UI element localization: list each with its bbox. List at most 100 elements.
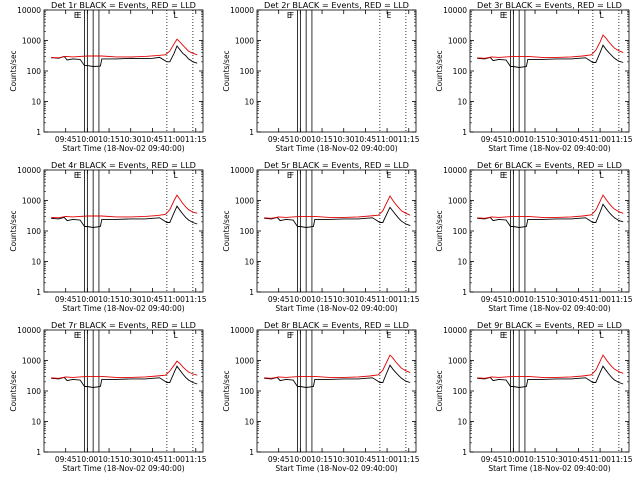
flag-label: E: [287, 11, 292, 20]
y-tick-label: 10: [31, 258, 41, 267]
x-tick-label: 10:15: [311, 135, 333, 144]
flag-label: L: [600, 11, 605, 20]
x-tick-label: 10:15: [98, 455, 120, 464]
x-tick-label: 10:45: [355, 455, 377, 464]
y-tick-label: 10000: [17, 6, 41, 15]
y-tick-label: 10: [31, 98, 41, 107]
x-tick-label: 10:00: [77, 455, 99, 464]
x-tick-label: 10:30: [333, 455, 355, 464]
x-tick-label: 10:45: [568, 135, 590, 144]
y-tick-label: 1: [249, 448, 254, 457]
flag-label: L: [600, 171, 605, 180]
x-tick-label: 09:45: [268, 135, 290, 144]
x-tick-label: 11:15: [185, 455, 207, 464]
flag-label: E: [77, 171, 82, 180]
y-tick-label: 1: [36, 448, 41, 457]
chart-title: Det 9r BLACK = Events, RED = LLD: [477, 320, 622, 330]
y-tick-label: 1000: [22, 197, 41, 206]
plot-frame: [43, 9, 204, 133]
plot-frame: [469, 169, 630, 293]
flag-label: E: [387, 331, 392, 340]
x-tick-label: 10:00: [290, 295, 312, 304]
events-series-line: [264, 364, 411, 388]
x-tick-label: 11:00: [163, 135, 185, 144]
plot-frame: [256, 329, 417, 453]
y-tick-label: 1: [462, 128, 467, 137]
chart-panel-3: Det 3r BLACK = Events, RED = LLD 1 10 100 10…: [435, 0, 633, 153]
chart-panel-5: Det 5r BLACK = Events, RED = LLD 1 10 100 10…: [222, 160, 420, 313]
x-tick-label: 10:15: [311, 455, 333, 464]
y-tick-label: 100: [27, 227, 42, 236]
x-tick-label: 11:15: [398, 455, 420, 464]
x-tick-label: 10:30: [546, 135, 568, 144]
lld-series-line: [51, 360, 198, 379]
y-tick-label: 10: [244, 258, 254, 267]
y-tick-label: 10: [244, 418, 254, 427]
y-tick-label: 1000: [448, 37, 467, 46]
x-tick-label: 10:00: [503, 135, 525, 144]
y-tick-label: 100: [240, 387, 255, 396]
x-tick-label: 11:00: [589, 135, 611, 144]
x-tick-label: 10:30: [333, 135, 355, 144]
x-tick-label: 10:15: [98, 135, 120, 144]
x-tick-label: 10:15: [524, 135, 546, 144]
x-tick-label: 09:45: [268, 455, 290, 464]
chart-title: Det 2r BLACK = Events, RED = LLD: [264, 0, 409, 10]
y-tick-label: 1: [36, 288, 41, 297]
x-tick-label: 11:00: [589, 455, 611, 464]
chart-panel-6: Det 6r BLACK = Events, RED = LLD 1 10 100 10…: [435, 160, 633, 313]
x-tick-label: 09:45: [268, 295, 290, 304]
chart-panel-8: Det 8r BLACK = Events, RED = LLD 1 10 100 10…: [222, 320, 420, 473]
x-tick-label: 10:00: [77, 295, 99, 304]
x-tick-label: 10:15: [311, 295, 333, 304]
plot-frame: [256, 9, 417, 133]
x-axis-label: Start Time (18-Nov-02 09:40:00): [62, 144, 184, 153]
events-series-line: [51, 365, 198, 388]
y-tick-label: 1000: [235, 197, 254, 206]
x-tick-label: 10:45: [568, 295, 590, 304]
x-tick-label: 10:45: [142, 135, 164, 144]
y-tick-label: 10000: [17, 166, 41, 175]
chart-title: Det 7r BLACK = Events, RED = LLD: [51, 320, 196, 330]
y-tick-label: 10000: [230, 326, 254, 335]
flag-label: E: [287, 171, 292, 180]
x-tick-label: 11:15: [398, 135, 420, 144]
x-tick-label: 11:00: [376, 295, 398, 304]
x-tick-label: 11:15: [611, 295, 633, 304]
x-tick-label: 09:45: [55, 295, 77, 304]
x-tick-label: 10:15: [98, 295, 120, 304]
y-tick-label: 10: [31, 418, 41, 427]
y-axis-label: Counts/sec: [435, 210, 444, 251]
flag-label: E: [387, 11, 392, 20]
chart-title: Det 6r BLACK = Events, RED = LLD: [477, 160, 622, 170]
x-tick-label: 10:15: [524, 455, 546, 464]
y-axis-label: Counts/sec: [222, 370, 231, 411]
y-tick-label: 1: [36, 128, 41, 137]
y-axis-label: Counts/sec: [9, 210, 18, 251]
y-tick-label: 1: [249, 128, 254, 137]
y-tick-label: 10000: [443, 166, 467, 175]
x-tick-label: 10:00: [503, 295, 525, 304]
x-tick-label: 11:15: [398, 295, 420, 304]
flag-label: L: [600, 331, 605, 340]
events-series-line: [264, 206, 411, 228]
y-axis-label: Counts/sec: [222, 210, 231, 251]
flag-label: F: [290, 11, 294, 20]
events-series-line: [51, 205, 198, 228]
lld-series-line: [477, 34, 624, 59]
y-axis-label: Counts/sec: [9, 370, 18, 411]
x-axis-label: Start Time (18-Nov-02 09:40:00): [62, 304, 184, 313]
x-tick-label: 11:00: [376, 135, 398, 144]
lld-series-line: [477, 194, 624, 219]
x-tick-label: 11:15: [611, 135, 633, 144]
y-tick-label: 100: [27, 67, 42, 76]
y-tick-label: 1000: [448, 357, 467, 366]
y-tick-label: 10: [457, 98, 467, 107]
y-tick-label: 1000: [22, 37, 41, 46]
x-tick-label: 11:15: [185, 135, 207, 144]
x-tick-label: 11:00: [376, 455, 398, 464]
x-tick-label: 10:30: [120, 455, 142, 464]
x-tick-label: 10:30: [546, 295, 568, 304]
plot-frame: [256, 169, 417, 293]
x-tick-label: 11:00: [163, 455, 185, 464]
